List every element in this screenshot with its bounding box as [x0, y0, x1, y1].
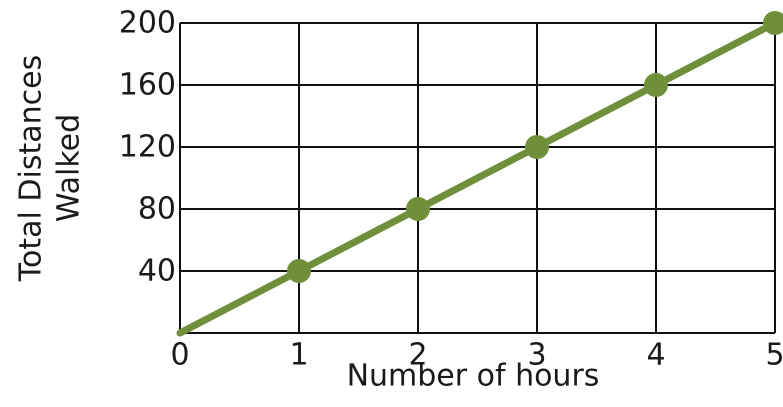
- y-tick-label-80: 80: [138, 192, 176, 227]
- y-axis-label-line-1: Total Distances: [14, 55, 49, 282]
- y-tick-label-120: 120: [119, 130, 176, 165]
- series-distance: [180, 11, 783, 333]
- x-tick-label-4: 4: [646, 338, 665, 373]
- x-tick-label-5: 5: [765, 338, 783, 373]
- y-tick-label-160: 160: [119, 68, 176, 103]
- x-tick-label-1: 1: [289, 338, 308, 373]
- x-tick-label-0: 0: [170, 338, 189, 373]
- y-tick-label-40: 40: [138, 254, 176, 289]
- data-point-4: [644, 73, 668, 97]
- data-point-1: [287, 259, 311, 283]
- data-point-2: [406, 197, 430, 221]
- x-axis-label: Number of hours: [347, 359, 600, 394]
- data-point-3: [525, 135, 549, 159]
- series-line: [180, 23, 775, 333]
- y-axis-label-line-2: Walked: [52, 114, 87, 222]
- y-tick-labels: 40 80 120 160 200: [119, 6, 176, 289]
- y-tick-label-200: 200: [119, 6, 176, 41]
